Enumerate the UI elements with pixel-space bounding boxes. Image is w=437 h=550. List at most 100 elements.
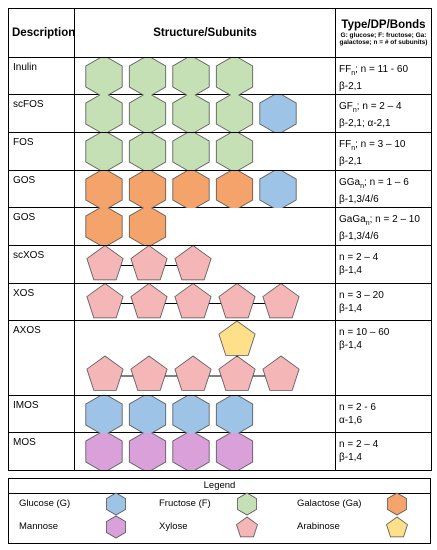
row-type-bonds: n = 3 – 20 β-1,4 <box>335 282 432 322</box>
galactose-hexagon <box>387 492 407 516</box>
xylose-pentagon <box>218 283 256 318</box>
arabinose-pentagon <box>218 321 256 357</box>
row-description: XOS <box>8 282 75 322</box>
row-type-bonds: n = 2 – 4 β-1,4 <box>335 245 432 284</box>
row-description: GOS <box>8 169 75 209</box>
bond-type: β-1,3/4/6 <box>339 231 379 243</box>
bond-type: β-2,1 <box>339 80 362 92</box>
table-row: FOS FFn; n = 3 – 10 β-2,1 <box>8 132 432 171</box>
formula-subscript: n <box>351 69 356 77</box>
bond-type: β-1,4 <box>339 302 362 314</box>
fructose-hexagon <box>128 95 167 133</box>
row-structure <box>74 56 336 96</box>
bond-type: α-1,6 <box>339 414 363 426</box>
galactose-hexagon <box>128 170 167 208</box>
xylose-pentagon <box>218 355 256 392</box>
row-description: MOS <box>8 432 75 471</box>
xylose-pentagon <box>174 355 212 392</box>
fructose-hexagon <box>85 57 123 95</box>
row-structure <box>74 320 336 396</box>
table-row: scXOS n = 2 – 4 β-1,4 <box>8 245 432 284</box>
formula-tail: ; n = 3 – 10 <box>355 139 406 151</box>
fructose-hexagon <box>172 133 210 171</box>
description-header: Description <box>8 8 75 58</box>
xylose-pentagon <box>86 283 124 318</box>
mannose-hexagon <box>85 433 123 471</box>
table-row: GOS GaGan; n = 2 – 10 β-1,3/4/6 <box>8 207 432 247</box>
row-structure <box>74 132 336 171</box>
bond-type: β-1,4 <box>339 452 362 464</box>
legend-swatch <box>106 492 126 516</box>
formula: n = 2 – 4 <box>339 252 379 264</box>
formula: n = 3 – 20 <box>339 289 384 301</box>
row-type-bonds: n = 10 – 60 β-1,4 <box>335 320 432 396</box>
table-row: AXOS n = 10 – 60 β-1,4 <box>8 320 432 396</box>
galactose-hexagon <box>172 170 210 208</box>
glucose-hexagon <box>172 395 210 433</box>
legend-label: Galactose (Ga) <box>297 498 362 509</box>
legend-label: Xylose <box>159 521 188 532</box>
formula-base: FF <box>339 139 352 151</box>
bond-type: β-1,3/4/6 <box>339 193 379 205</box>
mannose-hexagon <box>215 433 254 471</box>
header-row: Description Structure/Subunits Type/DP/B… <box>8 8 432 58</box>
formula-base: GaGa <box>339 214 366 226</box>
legend-label: Mannose <box>19 521 59 532</box>
row-type-bonds: n = 2 – 4 β-1,4 <box>335 432 432 471</box>
formula: n = 2 – 4 <box>339 439 379 451</box>
glucose-hexagon <box>259 95 297 133</box>
galactose-hexagon <box>215 170 254 208</box>
legend-title: Legend <box>9 480 430 494</box>
formula-tail: ; n = 2 – 4 <box>356 101 402 113</box>
formula-subscript: n <box>351 145 356 153</box>
formula-subscript: n <box>360 182 365 190</box>
type-header: Type/DP/Bonds G: glucose; F: fructose; G… <box>335 8 432 58</box>
fructose-hexagon <box>215 95 254 133</box>
xylose-pentagon <box>236 516 258 538</box>
row-description: Inulin <box>8 56 75 96</box>
mannose-hexagon <box>128 433 167 471</box>
fructose-hexagon <box>85 95 123 133</box>
fructose-hexagon <box>172 95 210 133</box>
row-description: scXOS <box>8 245 75 284</box>
row-description: scFOS <box>8 94 75 134</box>
legend-label: Arabinose <box>297 521 340 532</box>
row-description: FOS <box>8 132 75 171</box>
formula-tail: ; n = 11 - 60 <box>355 63 409 75</box>
oligosaccharide-table: Description Structure/Subunits Type/DP/B… <box>8 8 432 471</box>
xylose-pentagon <box>86 246 124 281</box>
formula: GGan; n = 1 – 6 <box>339 176 431 193</box>
row-description: IMOS <box>8 394 75 434</box>
table-row: XOS n = 3 – 20 β-1,4 <box>8 282 432 322</box>
xylose-pentagon <box>262 355 300 392</box>
legend-swatch <box>236 516 258 538</box>
row-structure <box>74 282 336 322</box>
row-type-bonds: FFn; n = 11 - 60 β-2,1 <box>335 56 432 96</box>
legend-label: Glucose (G) <box>19 498 71 509</box>
structure-svg <box>86 321 300 392</box>
structure-svg <box>86 246 212 281</box>
formula-tail: ; n = 2 – 10 <box>369 214 420 226</box>
mannose-hexagon <box>172 433 210 471</box>
bond-type: β-2,1; α-2,1 <box>339 118 391 130</box>
fructose-hexagon <box>237 492 257 516</box>
legend: Legend Glucose (G) Fructose (F) Galactose … <box>8 478 431 544</box>
glucose-hexagon <box>128 395 167 433</box>
structure-header: Structure/Subunits <box>74 8 336 58</box>
xylose-pentagon <box>86 355 124 392</box>
glucose-hexagon <box>106 492 126 516</box>
row-structure <box>74 394 336 434</box>
xylose-pentagon <box>174 246 212 281</box>
fructose-hexagon <box>172 57 210 95</box>
formula-subscript: n <box>365 220 370 228</box>
row-structure <box>74 245 336 284</box>
structure-svg <box>85 133 254 171</box>
formula-tail: ; n = 1 – 6 <box>364 176 409 188</box>
row-structure <box>74 94 336 134</box>
row-structure <box>74 207 336 247</box>
legend-swatch <box>237 492 257 516</box>
table-row: scFOS GFn; n = 2 – 4 β-2,1; α-2,1 <box>8 94 432 134</box>
table-row: IMOS n = 2 - 6 α-1,6 <box>8 394 432 434</box>
legend-swatch <box>106 515 126 539</box>
formula-base: FF <box>339 63 352 75</box>
